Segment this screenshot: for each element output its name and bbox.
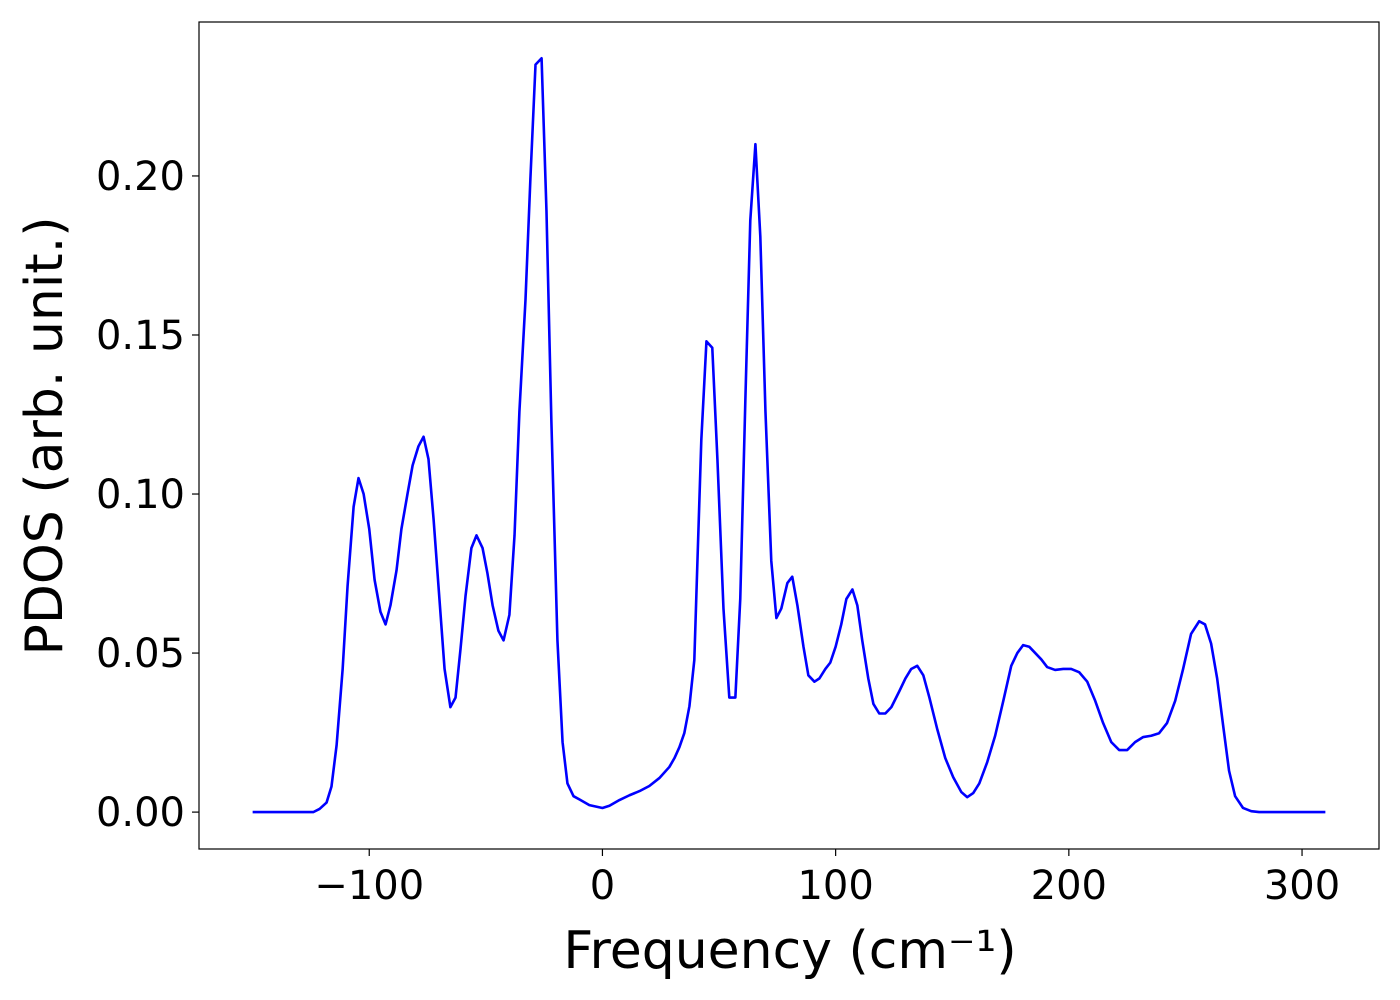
x-tick-label: 0 [590, 863, 615, 909]
y-tick-label: 0.20 [96, 154, 185, 200]
x-tick-label: −100 [314, 863, 424, 909]
x-tick-label: 300 [1264, 863, 1340, 909]
plot-frame [198, 21, 1380, 850]
pdos-line [252, 56, 1326, 814]
y-tick-label: 0.15 [96, 313, 185, 359]
x-axis-label: Frequency (cm⁻¹) [563, 921, 1016, 981]
y-tick-label: 0.05 [96, 631, 185, 677]
x-tick-label: 200 [1031, 863, 1107, 909]
y-axis-label: PDOS (arb. unit.) [15, 216, 75, 655]
y-tick-label: 0.10 [96, 472, 185, 518]
x-tick-label: 100 [797, 863, 873, 909]
y-tick-label: 0.00 [96, 790, 185, 836]
